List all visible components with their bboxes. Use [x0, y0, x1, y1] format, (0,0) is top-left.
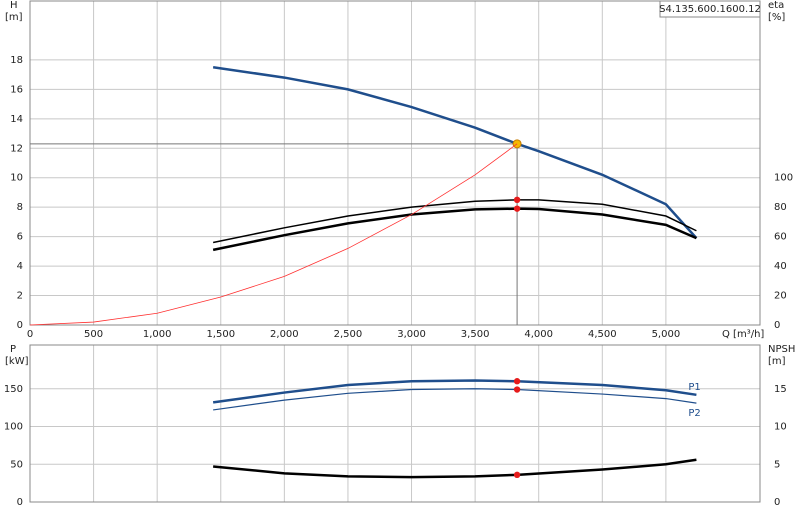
y-tick-label: 0	[17, 320, 23, 331]
y2-axis-label: NPSH	[768, 344, 795, 355]
y-axis-label: P	[10, 344, 16, 355]
y-tick-label: 8	[17, 202, 23, 213]
x-tick-label: 1,500	[206, 329, 235, 340]
y2-tick-label: 60	[774, 232, 787, 243]
duty-marker	[513, 378, 521, 385]
curve	[213, 388, 697, 411]
x-tick-label: 4,000	[524, 329, 553, 340]
duty-marker	[513, 471, 521, 479]
y2-tick-label: 100	[774, 173, 793, 184]
y2-axis-label: eta	[768, 0, 784, 11]
x-tick-label: 500	[84, 329, 103, 340]
curve	[212, 379, 697, 404]
x-tick-label: 3,000	[397, 329, 426, 340]
curve	[212, 207, 697, 252]
y-tick-label: 0	[17, 497, 23, 508]
plot-area	[30, 345, 760, 502]
y-tick-label: 12	[10, 143, 23, 154]
y2-tick-label: 15	[774, 384, 787, 395]
x-tick-label: 2,000	[270, 329, 299, 340]
y2-tick-label: 80	[774, 202, 787, 213]
y2-axis-unit: [m]	[768, 356, 786, 367]
y-tick-label: 14	[10, 114, 23, 125]
curve	[212, 66, 698, 239]
y-axis-unit: [kW]	[5, 356, 29, 367]
x-tick-label: 5,000	[652, 329, 681, 340]
y-tick-label: 2	[17, 291, 23, 302]
y-tick-label: 50	[10, 459, 23, 470]
y2-tick-label: 0	[774, 497, 780, 508]
duty-marker	[513, 386, 521, 393]
y-tick-label: 18	[10, 55, 23, 66]
plot-frame	[29, 344, 761, 503]
curve	[213, 458, 697, 479]
x-tick-label: 0	[27, 329, 33, 340]
chart-title: S4.135.600.1600.12	[659, 4, 761, 15]
y-tick-label: 150	[4, 384, 23, 395]
x-tick-label: 1,000	[143, 329, 172, 340]
duty-marker	[513, 196, 521, 204]
duty-marker	[513, 205, 521, 212]
x-tick-label: 2,500	[334, 329, 363, 340]
plot-frame	[29, 0, 761, 326]
y2-tick-label: 20	[774, 291, 787, 302]
y2-tick-label: 40	[774, 261, 787, 272]
y2-axis-unit: [%]	[768, 12, 785, 23]
y2-tick-label: 5	[774, 459, 780, 470]
y-tick-label: 6	[17, 232, 23, 243]
plot-area	[30, 1, 760, 325]
y-axis-unit: [m]	[5, 12, 23, 23]
y-tick-label: 100	[4, 422, 23, 433]
curve	[29, 143, 518, 326]
y-tick-label: 10	[10, 173, 23, 184]
series-label: P1	[688, 382, 700, 393]
y-tick-label: 16	[10, 84, 23, 95]
title-box	[659, 0, 761, 18]
curve	[212, 199, 697, 244]
x-axis-label: Q [m³/h]	[722, 329, 764, 340]
y2-tick-label: 10	[774, 422, 787, 433]
y-axis-label: H	[10, 0, 18, 11]
y-tick-label: 4	[17, 261, 23, 272]
series-label: P2	[688, 408, 700, 419]
x-tick-label: 3,500	[461, 329, 490, 340]
y2-tick-label: 0	[774, 320, 780, 331]
x-tick-label: 4,500	[588, 329, 617, 340]
